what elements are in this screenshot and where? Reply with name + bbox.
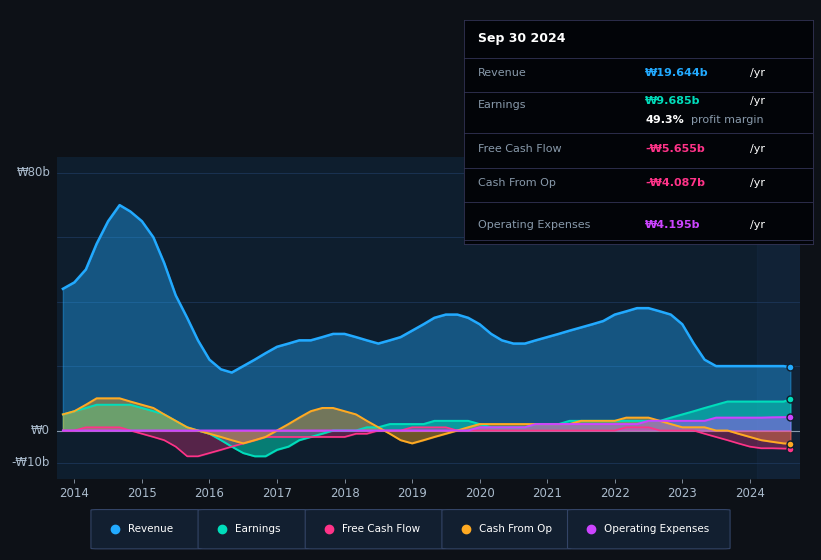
Text: Earnings: Earnings (478, 100, 526, 110)
Text: Free Cash Flow: Free Cash Flow (478, 144, 562, 153)
Text: Earnings: Earnings (235, 524, 281, 534)
FancyBboxPatch shape (91, 510, 202, 549)
Text: -₩5.655b: -₩5.655b (645, 144, 705, 153)
FancyBboxPatch shape (567, 510, 730, 549)
Text: profit margin: profit margin (690, 115, 764, 125)
Text: Cash From Op: Cash From Op (478, 178, 556, 188)
Text: ₩0: ₩0 (31, 424, 50, 437)
Text: /yr: /yr (750, 96, 765, 106)
Text: Revenue: Revenue (128, 524, 173, 534)
Text: /yr: /yr (750, 144, 765, 153)
FancyBboxPatch shape (442, 510, 571, 549)
Text: /yr: /yr (750, 178, 765, 188)
Text: ₩4.195b: ₩4.195b (645, 220, 701, 230)
Bar (757, 157, 800, 479)
Text: /yr: /yr (750, 68, 765, 78)
Text: ₩19.644b: ₩19.644b (645, 68, 709, 78)
Text: Revenue: Revenue (478, 68, 526, 78)
Text: Cash From Op: Cash From Op (479, 524, 552, 534)
FancyBboxPatch shape (198, 510, 309, 549)
Text: ₩80b: ₩80b (16, 166, 50, 179)
FancyBboxPatch shape (305, 510, 446, 549)
Text: Sep 30 2024: Sep 30 2024 (478, 32, 566, 45)
Text: /yr: /yr (750, 220, 765, 230)
Text: Operating Expenses: Operating Expenses (604, 524, 709, 534)
Text: 49.3%: 49.3% (645, 115, 684, 125)
Text: Free Cash Flow: Free Cash Flow (342, 524, 420, 534)
Text: -₩10b: -₩10b (11, 456, 50, 469)
Text: ₩9.685b: ₩9.685b (645, 96, 701, 106)
Text: -₩4.087b: -₩4.087b (645, 178, 705, 188)
Text: Operating Expenses: Operating Expenses (478, 220, 590, 230)
